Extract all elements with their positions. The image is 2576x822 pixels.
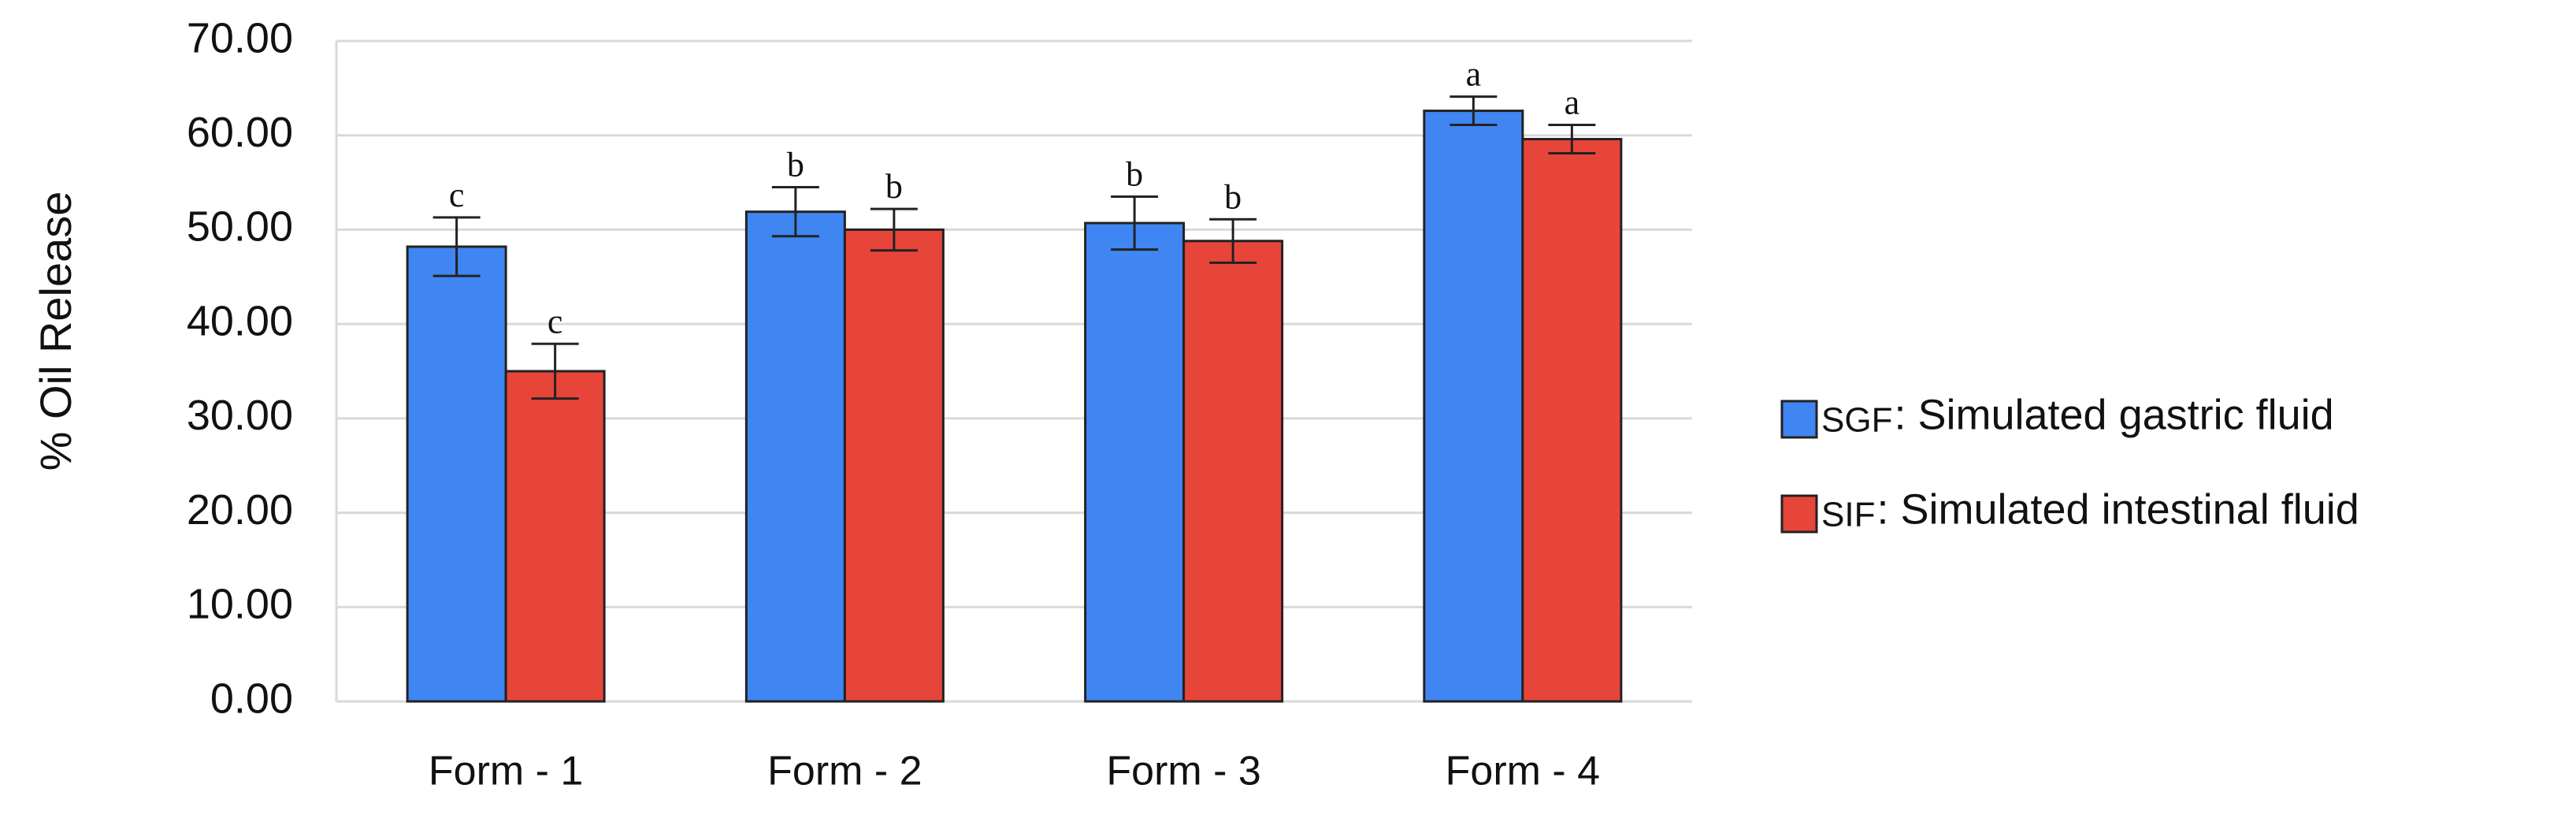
bar: [1182, 240, 1284, 703]
x-tick-label: Form - 4: [1446, 749, 1600, 794]
y-tick-label: 20.00: [187, 486, 293, 534]
bar: [1521, 138, 1623, 703]
bar: [504, 370, 606, 703]
legend-description: : Simulated intestinal fluid: [1876, 485, 2359, 533]
y-tick-label: 30.00: [187, 392, 293, 439]
significance-letter: a: [1466, 55, 1482, 94]
x-tick-label: Form - 3: [1106, 749, 1260, 794]
significance-letter: a: [1565, 84, 1580, 122]
y-tick-label: 70.00: [187, 14, 293, 61]
y-tick-label: 0.00: [210, 675, 293, 722]
legend-description: : Simulated gastric fluid: [1894, 391, 2333, 438]
significance-letter: c: [449, 176, 465, 214]
bar: [843, 228, 945, 703]
y-tick-label: 50.00: [187, 203, 293, 251]
significance-letter: b: [885, 167, 903, 206]
legend-name: SGF: [1821, 401, 1892, 440]
bar: [406, 245, 507, 703]
significance-letter: b: [787, 146, 804, 184]
legend-swatch: [1780, 400, 1818, 439]
y-tick-label: 60.00: [187, 109, 293, 156]
significance-letter: c: [547, 302, 563, 340]
bar: [1423, 110, 1524, 703]
legend-swatch: [1780, 494, 1818, 534]
legend-name: SIF: [1821, 496, 1875, 534]
bar: [1084, 221, 1186, 703]
y-tick-label: 40.00: [187, 297, 293, 344]
y-tick-label: 10.00: [187, 581, 293, 628]
significance-letter: b: [1126, 155, 1143, 194]
bar: [744, 210, 846, 703]
x-tick-label: Form - 1: [429, 749, 583, 794]
significance-letter: b: [1224, 177, 1242, 216]
x-tick-label: Form - 2: [767, 749, 922, 794]
y-axis-label: % Oil Release: [31, 192, 80, 471]
